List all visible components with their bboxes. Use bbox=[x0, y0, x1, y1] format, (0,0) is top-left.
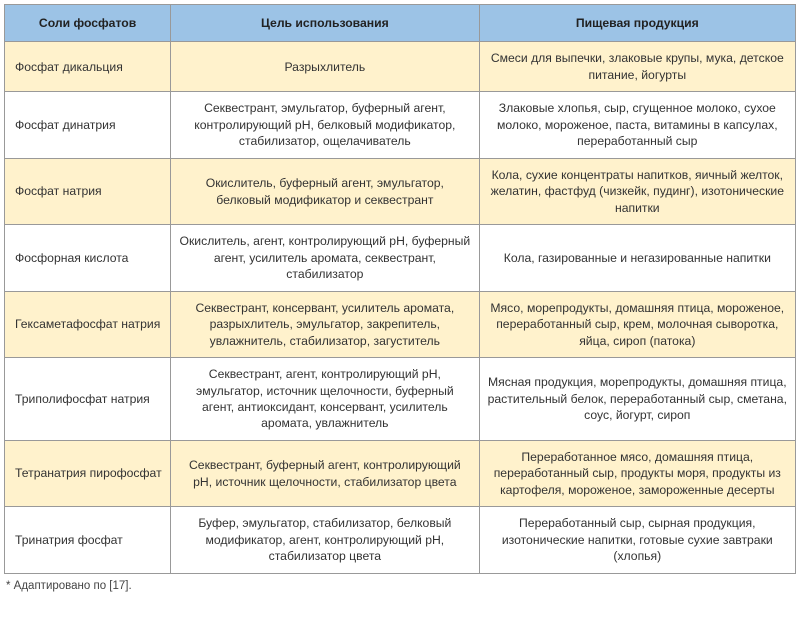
cell-name: Фосфат натрия bbox=[5, 158, 171, 224]
header-row: Соли фосфатов Цель использования Пищевая… bbox=[5, 5, 796, 42]
phosphate-table: Соли фосфатов Цель использования Пищевая… bbox=[4, 4, 796, 574]
table-row: Триполифосфат натрия Секвестрант, агент,… bbox=[5, 358, 796, 441]
table-row: Тетранатрия пирофосфат Секвестрант, буфе… bbox=[5, 440, 796, 506]
cell-products: Кола, сухие концентраты напитков, яичный… bbox=[479, 158, 795, 224]
table-row: Гексаметафосфат натрия Секвестрант, конс… bbox=[5, 291, 796, 357]
cell-name: Тринатрия фосфат bbox=[5, 507, 171, 573]
cell-name: Фосфат дикальция bbox=[5, 42, 171, 92]
table-row: Фосфат динатрия Секвестрант, эмульгатор,… bbox=[5, 92, 796, 158]
cell-name: Гексаметафосфат натрия bbox=[5, 291, 171, 357]
cell-name: Тетранатрия пирофосфат bbox=[5, 440, 171, 506]
table-row: Фосфорная кислота Окислитель, агент, кон… bbox=[5, 225, 796, 291]
footnote: * Адаптировано по [17]. bbox=[6, 580, 796, 592]
cell-purpose: Разрыхлитель bbox=[171, 42, 479, 92]
cell-name: Фосфат динатрия bbox=[5, 92, 171, 158]
cell-products: Переработанное мясо, домашняя птица, пер… bbox=[479, 440, 795, 506]
cell-products: Переработанный сыр, сырная продукция, из… bbox=[479, 507, 795, 573]
cell-products: Злаковые хлопья, сыр, сгущенное молоко, … bbox=[479, 92, 795, 158]
table-row: Фосфат дикальция Разрыхлитель Смеси для … bbox=[5, 42, 796, 92]
cell-purpose: Окислитель, буферный агент, эмульгатор, … bbox=[171, 158, 479, 224]
cell-products: Кола, газированные и негазированные напи… bbox=[479, 225, 795, 291]
col-header-products: Пищевая продукция bbox=[479, 5, 795, 42]
table-row: Фосфат натрия Окислитель, буферный агент… bbox=[5, 158, 796, 224]
cell-name: Фосфорная кислота bbox=[5, 225, 171, 291]
cell-purpose: Секвестрант, буферный агент, контролирую… bbox=[171, 440, 479, 506]
col-header-name: Соли фосфатов bbox=[5, 5, 171, 42]
cell-purpose: Секвестрант, консервант, усилитель арома… bbox=[171, 291, 479, 357]
cell-purpose: Буфер, эмульгатор, стабилизатор, белковы… bbox=[171, 507, 479, 573]
table-row: Тринатрия фосфат Буфер, эмульгатор, стаб… bbox=[5, 507, 796, 573]
cell-products: Мясная продукция, морепродукты, домашняя… bbox=[479, 358, 795, 441]
col-header-purpose: Цель использования bbox=[171, 5, 479, 42]
cell-name: Триполифосфат натрия bbox=[5, 358, 171, 441]
cell-purpose: Секвестрант, эмульгатор, буферный агент,… bbox=[171, 92, 479, 158]
cell-products: Смеси для выпечки, злаковые крупы, мука,… bbox=[479, 42, 795, 92]
cell-products: Мясо, морепродукты, домашняя птица, моро… bbox=[479, 291, 795, 357]
cell-purpose: Окислитель, агент, контролирующий pH, бу… bbox=[171, 225, 479, 291]
cell-purpose: Секвестрант, агент, контролирующий pH, э… bbox=[171, 358, 479, 441]
